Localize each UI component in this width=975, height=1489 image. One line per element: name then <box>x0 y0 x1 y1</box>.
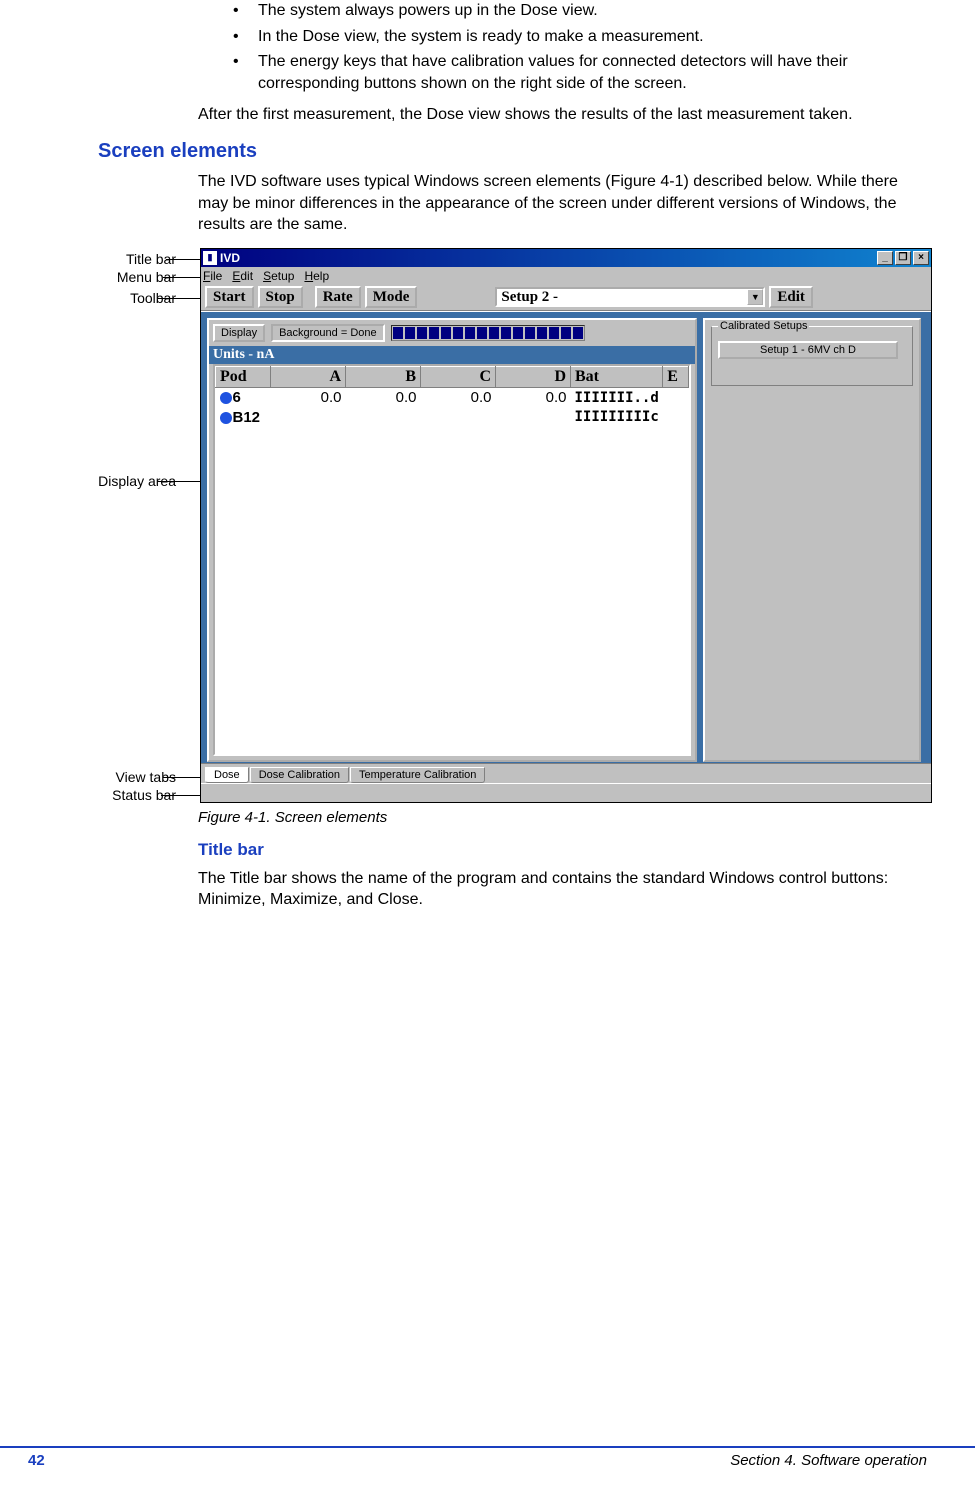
rate-button[interactable]: Rate <box>315 286 361 308</box>
bullet-1: The system always powers up in the Dose … <box>233 0 927 22</box>
tab-dose-calibration[interactable]: Dose Calibration <box>250 767 349 783</box>
page-number: 42 <box>28 1452 45 1469</box>
display-button[interactable]: Display <box>213 324 265 342</box>
menu-bar: File Edit Setup Help <box>201 267 931 285</box>
display-area: Display Background = Done Units - nA <box>201 311 931 783</box>
col-bat: Bat <box>571 366 663 387</box>
close-button[interactable]: × <box>913 251 929 265</box>
setup-combo[interactable]: Setup 2 - ▼ <box>495 287 765 307</box>
menu-setup[interactable]: Setup <box>263 269 294 283</box>
chevron-down-icon[interactable]: ▼ <box>747 289 763 305</box>
col-e: E <box>663 366 689 387</box>
calibrated-setups-panel: Calibrated Setups Setup 1 - 6MV ch D <box>703 318 921 762</box>
tab-dose[interactable]: Dose <box>205 767 249 783</box>
section-label: Section 4. Software operation <box>730 1452 927 1469</box>
progress-bar <box>391 325 585 341</box>
heading-screen-elements: Screen elements <box>98 140 927 163</box>
callout-menu-bar: Menu bar <box>68 269 176 285</box>
figure-caption: Figure 4-1. Screen elements <box>198 809 927 826</box>
intro-bullets: The system always powers up in the Dose … <box>48 0 927 94</box>
menu-edit[interactable]: Edit <box>232 269 253 283</box>
start-button[interactable]: Start <box>205 286 254 308</box>
col-d: D <box>496 366 571 387</box>
title-bar-para: The Title bar shows the name of the prog… <box>198 868 927 911</box>
table-row: 6 0.0 0.0 0.0 0.0 IIIIIII..d <box>216 387 689 407</box>
col-a: A <box>271 366 346 387</box>
edit-button[interactable]: Edit <box>769 286 813 308</box>
status-dot-icon <box>220 392 232 404</box>
figure-4-1: Title bar Menu bar Toolbar Display area … <box>48 248 927 803</box>
readings-grid: Pod A B C D Bat E 6 0.0 0. <box>213 364 691 756</box>
callout-view-tabs: View tabs <box>68 769 176 785</box>
units-label: Units - nA <box>209 346 695 364</box>
app-icon: ▮ <box>203 251 217 265</box>
maximize-button[interactable]: ❐ <box>895 251 911 265</box>
page-footer: 42 Section 4. Software operation <box>0 1446 975 1469</box>
table-row: B12 IIIIIIIIIc <box>216 407 689 427</box>
toolbar: Start Stop Rate Mode Setup 2 - ▼ Edit <box>201 285 931 311</box>
tab-temperature-calibration[interactable]: Temperature Calibration <box>350 767 485 783</box>
status-dot-icon <box>220 412 232 424</box>
col-b: B <box>346 366 421 387</box>
callout-title-bar: Title bar <box>78 251 176 267</box>
col-c: C <box>421 366 496 387</box>
app-window: ▮ IVD _ ❐ × File Edit Setup Help Start S… <box>200 248 932 803</box>
window-title-bar: ▮ IVD _ ❐ × <box>201 249 931 267</box>
callout-display-area: Display area <box>48 473 176 489</box>
stop-button[interactable]: Stop <box>258 286 303 308</box>
bullet-2: In the Dose view, the system is ready to… <box>233 26 927 48</box>
callout-toolbar: Toolbar <box>78 290 176 306</box>
minimize-button[interactable]: _ <box>877 251 893 265</box>
calibrated-setups-group: Calibrated Setups Setup 1 - 6MV ch D <box>711 326 913 386</box>
callout-status-bar: Status bar <box>63 787 176 803</box>
heading-title-bar: Title bar <box>198 840 927 860</box>
col-pod: Pod <box>216 366 271 387</box>
setup1-button[interactable]: Setup 1 - 6MV ch D <box>718 341 898 359</box>
bullet-3: The energy keys that have calibration va… <box>233 51 927 94</box>
after-measurement-para: After the first measurement, the Dose vi… <box>198 104 927 126</box>
window-title: IVD <box>220 251 240 265</box>
readings-panel: Display Background = Done Units - nA <box>207 318 697 762</box>
mode-button[interactable]: Mode <box>365 286 418 308</box>
menu-help[interactable]: Help <box>304 269 329 283</box>
screen-elements-para: The IVD software uses typical Windows sc… <box>198 171 927 236</box>
status-bar <box>201 783 931 801</box>
view-tabs: Dose Dose Calibration Temperature Calibr… <box>201 763 931 783</box>
menu-file[interactable]: File <box>203 269 222 283</box>
background-status: Background = Done <box>271 324 385 342</box>
